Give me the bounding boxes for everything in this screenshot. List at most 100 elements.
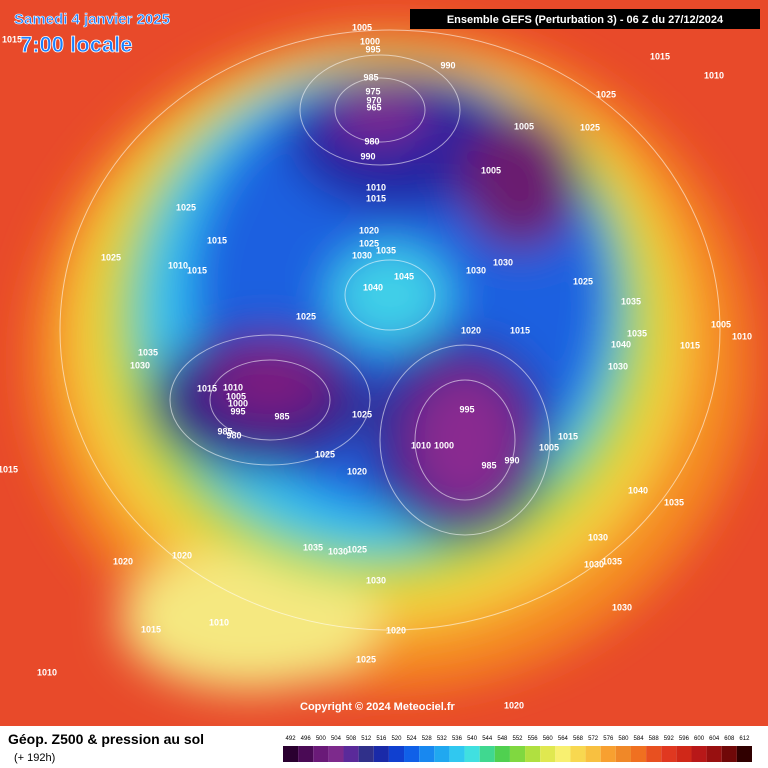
isobar-label: 985 <box>274 411 289 421</box>
legend-swatch <box>328 746 344 762</box>
isobar-label: 1005 <box>226 391 246 401</box>
legend-swatch <box>585 746 601 762</box>
legend-swatch <box>661 746 677 762</box>
isobar-label: 1035 <box>138 347 158 357</box>
legend-swatch <box>298 746 314 762</box>
legend-label: 612 <box>739 736 750 742</box>
isobar-label: 1005 <box>352 22 372 32</box>
legend-swatch <box>358 746 374 762</box>
isobar-label: 1025 <box>573 276 593 286</box>
date: Samedi 4 janvier 2025 <box>14 11 170 28</box>
isobar-label: 995 <box>365 44 380 54</box>
legend-label: 588 <box>649 736 660 742</box>
header-box <box>410 9 760 29</box>
isobar-label: 1015 <box>2 34 22 44</box>
legend-label: 568 <box>573 736 584 742</box>
isobar-label: 980 <box>364 136 379 146</box>
legend-label: 496 <box>301 736 312 742</box>
isobar-label: 1040 <box>628 485 648 495</box>
legend-swatch <box>630 746 647 762</box>
isobar-label: 1020 <box>172 550 192 560</box>
isobar-label: 1015 <box>650 51 670 61</box>
isobar-label: 1025 <box>296 311 316 321</box>
isobar-label: 980 <box>226 430 241 440</box>
isobar-label: 1000 <box>360 36 380 46</box>
legend-label: 596 <box>679 736 690 742</box>
isobar-label: 965 <box>366 102 381 112</box>
isobar-label: 1020 <box>386 625 406 635</box>
isobar-label: 1005 <box>711 319 731 329</box>
legend-swatch <box>494 746 510 762</box>
isobar-label: 1015 <box>141 624 161 634</box>
legend-swatch <box>615 746 631 762</box>
legend-label: 520 <box>391 736 402 742</box>
legend-swatch <box>600 746 616 762</box>
isobar-label: 1015 <box>680 340 700 350</box>
isobar-label: 1010 <box>732 331 752 341</box>
isobar-label: 1020 <box>461 325 481 335</box>
isobar-label: 1010 <box>168 260 188 270</box>
footer-title: Géop. Z500 & pression au sol <box>8 731 204 747</box>
copyright: Copyright © 2024 Meteociel.fr <box>300 701 456 713</box>
isobar-label: 1030 <box>608 361 628 371</box>
legend-label: 512 <box>361 736 372 742</box>
isobar-label: 1025 <box>580 122 600 132</box>
isobar-label: 995 <box>230 406 245 416</box>
legend-label: 552 <box>512 736 523 742</box>
legend-label: 492 <box>286 736 297 742</box>
isobar-label: 1025 <box>315 449 335 459</box>
isobar-label: 1025 <box>101 252 121 262</box>
legend-swatch <box>434 746 450 762</box>
legend-label: 504 <box>331 736 342 742</box>
legend-swatch <box>721 746 737 762</box>
legend-label: 560 <box>543 736 554 742</box>
legend-swatch <box>388 746 405 762</box>
isobar-label: 1025 <box>347 544 367 554</box>
isobar-label: 1015 <box>510 325 530 335</box>
legend-swatch <box>313 746 329 762</box>
legend-label: 544 <box>482 736 493 742</box>
isobar-label: 1035 <box>303 542 323 552</box>
isobar-label: 1010 <box>366 182 386 192</box>
isobar-label: 1020 <box>113 556 133 566</box>
legend-label: 508 <box>346 736 357 742</box>
model-info: Ensemble GEFS (Perturbation 3) - 06 Z du… <box>447 14 724 26</box>
isobar-label: 1010 <box>209 617 229 627</box>
isobar-label: 1035 <box>376 245 396 255</box>
legend-swatch <box>464 746 480 762</box>
legend-label: 524 <box>407 736 418 742</box>
isobar-label: 1010 <box>37 667 57 677</box>
isobar-label: 1030 <box>612 602 632 612</box>
isobar-label: 995 <box>459 404 474 414</box>
isobar-label: 1020 <box>347 466 367 476</box>
legend-swatch <box>419 746 435 762</box>
legend-label: 608 <box>724 736 735 742</box>
legend-swatch <box>509 746 526 762</box>
legend-swatch <box>525 746 541 762</box>
isobar-label: 1025 <box>352 409 372 419</box>
isobar-label: 1030 <box>352 250 372 260</box>
isobar-label: 1020 <box>504 700 524 710</box>
legend-label: 580 <box>618 736 629 742</box>
legend-swatch <box>646 746 662 762</box>
isobar-label: 1025 <box>176 202 196 212</box>
isobar-label: 985 <box>363 72 378 82</box>
time: 7:00 locale <box>20 32 133 57</box>
legend-swatch <box>691 746 707 762</box>
isobar-label: 1000 <box>228 398 248 408</box>
isobar-label: 1015 <box>187 265 207 275</box>
legend-label: 536 <box>452 736 463 742</box>
legend-label: 500 <box>316 736 327 742</box>
isobar-label: 1030 <box>130 360 150 370</box>
isobar-label: 1030 <box>588 532 608 542</box>
isobar-label: 1030 <box>328 546 348 556</box>
isobar-label: 1005 <box>481 165 501 175</box>
legend-swatch <box>343 746 359 762</box>
legend-label: 584 <box>634 736 645 742</box>
isobar-label: 1035 <box>621 296 641 306</box>
field <box>0 0 768 726</box>
legend-swatch <box>540 746 556 762</box>
isobar-label: 1035 <box>602 556 622 566</box>
isobar-label: 1025 <box>596 89 616 99</box>
